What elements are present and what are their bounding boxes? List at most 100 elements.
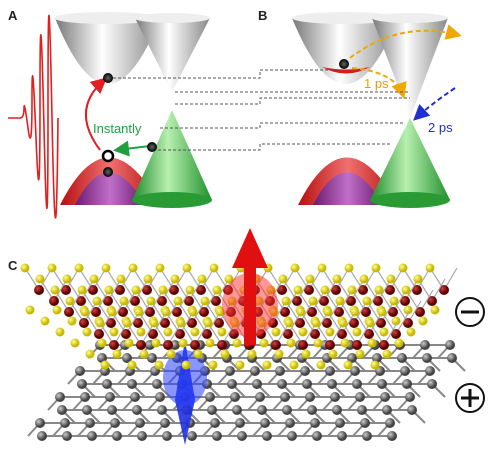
- sulfur-atom: [350, 307, 360, 317]
- sulfur-atom: [298, 327, 308, 337]
- sulfur-atom: [209, 263, 219, 273]
- sulfur-atom: [124, 338, 134, 348]
- sulfur-atom: [403, 305, 413, 315]
- carbon-atom: [302, 379, 312, 389]
- molybdenum-atom: [337, 329, 347, 339]
- molybdenum-atom: [118, 307, 128, 317]
- sulfur-atom: [286, 338, 296, 348]
- sulfur-atom: [176, 318, 186, 328]
- carbon-atom: [397, 353, 407, 363]
- carbon-atom: [330, 392, 340, 402]
- molybdenum-atom: [196, 285, 206, 295]
- molybdenum-atom: [211, 296, 221, 306]
- molybdenum-atom: [199, 307, 209, 317]
- sulfur-atom: [85, 349, 95, 359]
- electron: [147, 142, 157, 152]
- molybdenum-atom: [148, 329, 158, 339]
- carbon-atom: [380, 392, 390, 402]
- panel-c: C: [8, 228, 485, 445]
- carbon-atom: [105, 392, 115, 402]
- sulfur-atom: [146, 296, 156, 306]
- carbon-atom: [132, 405, 142, 415]
- carbon-atom: [327, 379, 337, 389]
- sulfur-atom: [182, 263, 192, 273]
- panel-a: A Instantly: [8, 8, 212, 219]
- sulfur-atom: [134, 307, 144, 317]
- carbon-atom: [445, 340, 455, 350]
- sulfur-atom: [382, 349, 392, 359]
- sulfur-atom: [212, 285, 222, 295]
- sulfur-atom: [52, 305, 62, 315]
- sulfur-atom: [163, 327, 173, 337]
- sulfur-atom: [149, 318, 159, 328]
- carbon-atom: [360, 418, 370, 428]
- molybdenum-atom: [106, 318, 116, 328]
- carbon-atom: [350, 366, 360, 376]
- cone-top: [134, 13, 210, 23]
- sulfur-atom: [131, 285, 141, 295]
- carbon-atom: [282, 405, 292, 415]
- sulfur-atom: [259, 338, 269, 348]
- sulfur-atom: [374, 285, 384, 295]
- annotation: 2 ps: [428, 120, 453, 135]
- plus-sign: [461, 389, 479, 407]
- carbon-atom: [102, 379, 112, 389]
- carbon-atom: [87, 431, 97, 441]
- carbon-atom: [187, 431, 197, 441]
- carbon-atom: [60, 418, 70, 428]
- sulfur-atom: [74, 263, 84, 273]
- carbon-atom: [387, 431, 397, 441]
- sulfur-atom: [190, 327, 200, 337]
- sulfur-atom: [425, 263, 435, 273]
- carbon-atom: [362, 431, 372, 441]
- molybdenum-atom: [415, 307, 425, 317]
- sulfur-atom: [362, 296, 372, 306]
- carbon-atom: [422, 353, 432, 363]
- carbon-atom: [147, 353, 157, 363]
- carbon-atom: [82, 405, 92, 415]
- sulfur-atom: [313, 338, 323, 348]
- carbon-atom: [210, 418, 220, 428]
- sulfur-atom: [185, 285, 195, 295]
- sulfur-atom: [47, 263, 57, 273]
- molybdenum-atom: [403, 318, 413, 328]
- molybdenum-atom: [376, 318, 386, 328]
- molybdenum-atom: [373, 296, 383, 306]
- sulfur-atom: [107, 307, 117, 317]
- sulfur-atom: [389, 296, 399, 306]
- molybdenum-atom: [277, 285, 287, 295]
- carbon-atom: [227, 379, 237, 389]
- carbon-atom: [262, 431, 272, 441]
- panel-label: C: [8, 258, 18, 273]
- molybdenum-atom: [109, 340, 119, 350]
- sulfur-atom: [104, 285, 114, 295]
- sulfur-atom: [370, 360, 380, 370]
- sulfur-atom: [197, 274, 207, 284]
- sulfur-atom: [394, 338, 404, 348]
- sulfur-atom: [343, 360, 353, 370]
- sulfur-atom: [127, 360, 137, 370]
- carbon-atom: [75, 366, 85, 376]
- sulfur-atom: [296, 307, 306, 317]
- molybdenum-atom: [214, 318, 224, 328]
- sulfur-atom: [301, 349, 311, 359]
- carbon-atom: [110, 418, 120, 428]
- light-pulse: [8, 14, 59, 219]
- sulfur-atom: [77, 285, 87, 295]
- sulfur-atom: [391, 316, 401, 326]
- carbon-atom: [280, 392, 290, 402]
- molybdenum-atom: [172, 307, 182, 317]
- sulfur-atom: [413, 274, 423, 284]
- carbon-atom: [277, 379, 287, 389]
- carbon-atom: [307, 405, 317, 415]
- molybdenum-atom: [133, 318, 143, 328]
- cone-base: [370, 192, 450, 208]
- molybdenum-atom: [352, 340, 362, 350]
- sulfur-atom: [332, 274, 342, 284]
- sulfur-atom: [116, 274, 126, 284]
- charge-cloud: [163, 350, 207, 406]
- sulfur-atom: [305, 274, 315, 284]
- sulfur-atom: [418, 316, 428, 326]
- molybdenum-atom: [331, 285, 341, 295]
- transfer-arrow: [113, 140, 151, 157]
